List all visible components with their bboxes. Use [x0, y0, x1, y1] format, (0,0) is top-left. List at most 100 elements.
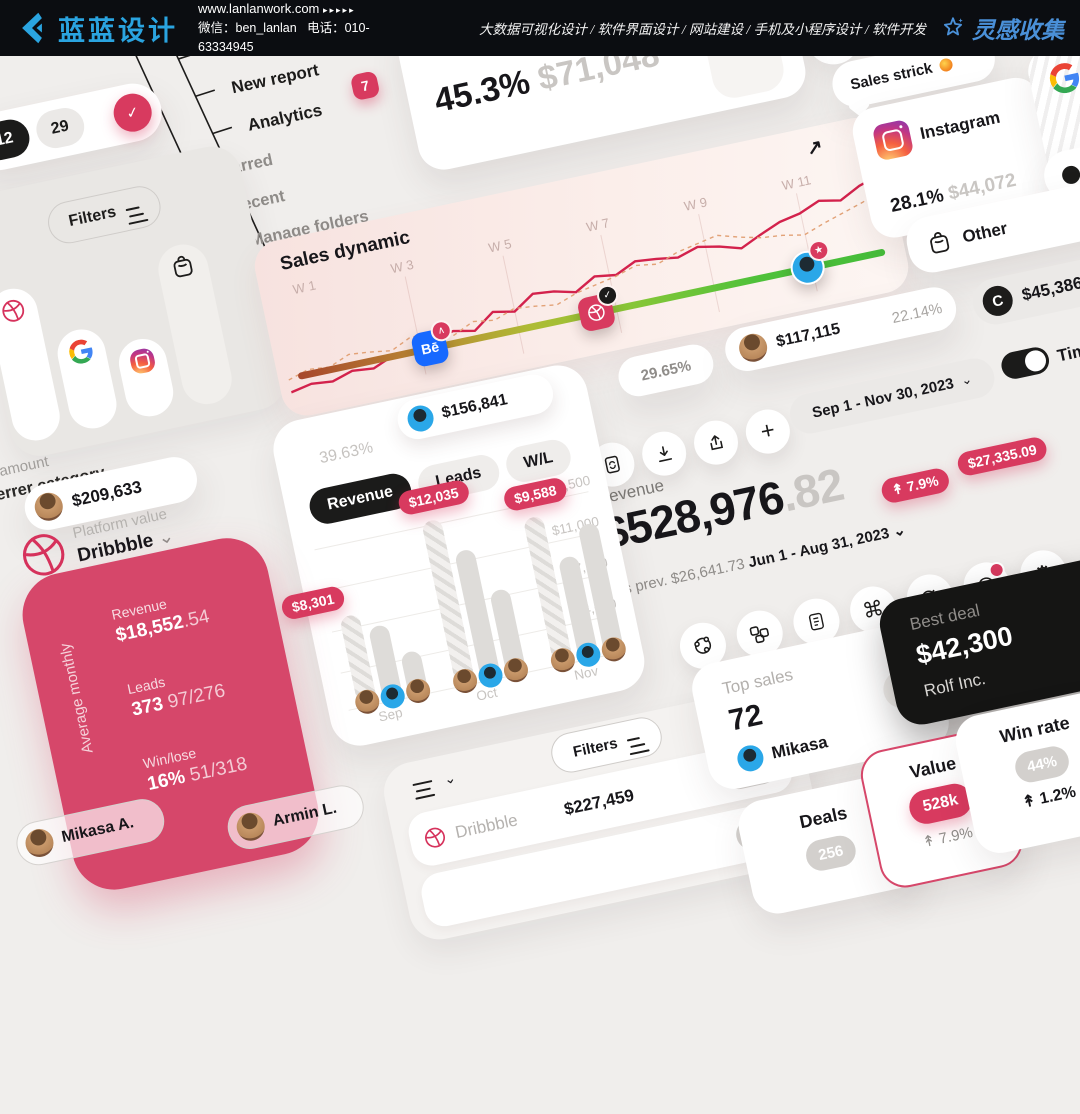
bag-icon	[173, 255, 193, 278]
referrer-column-dribbble[interactable]	[0, 284, 65, 445]
day-selected[interactable]: 12	[0, 116, 33, 164]
dribbble-icon	[2, 299, 25, 322]
conversion-pct: 45.3%	[431, 62, 534, 121]
person-name: Mikasa	[769, 732, 830, 763]
layout-button[interactable]	[732, 606, 787, 661]
site-url[interactable]: www.lanlanwork.com ▸▸▸▸▸	[198, 0, 425, 19]
top-sales-value: 72	[725, 698, 766, 738]
money-value: $209,633	[70, 477, 144, 511]
document-icon	[808, 612, 824, 631]
card-title: Top sales	[720, 664, 795, 699]
row-rest: .54	[181, 605, 212, 633]
pct-value: 22.14%	[890, 299, 944, 327]
chevron-down-icon: ⌄	[156, 525, 177, 550]
contact-block: www.lanlanwork.com ▸▸▸▸▸ 微信：ben_lanlan 电…	[198, 0, 425, 57]
bar-badge: $8,301	[279, 584, 347, 622]
list-row-dribbble[interactable]: Dribbble $227,459 43%	[404, 735, 796, 870]
lanlan-logo-icon	[22, 12, 42, 44]
expand-arrow-icon[interactable]: ↗	[804, 136, 825, 161]
avatar	[234, 810, 268, 844]
filters-button[interactable]: Filters	[44, 182, 165, 248]
network-icon	[694, 636, 712, 654]
download-icon	[659, 446, 673, 463]
referrer-category-panel: Filters	[0, 141, 291, 462]
revenue-period[interactable]: Jun 1 - Aug 31, 2023 ⌄	[746, 521, 908, 572]
referrer-column-instagram[interactable]	[114, 334, 178, 421]
sparkle-star-icon	[943, 17, 963, 36]
sub-pct: 7.9%	[937, 823, 975, 848]
notification-badge: 7	[349, 70, 381, 102]
timeframe-toggle[interactable]	[998, 344, 1052, 382]
card-title: Instagram	[918, 107, 1002, 144]
card-side-label: Average monthly	[56, 641, 97, 755]
up-arrows-icon: ↟	[921, 831, 937, 852]
filter-lines-icon	[125, 206, 140, 212]
referrer-column-other[interactable]	[153, 239, 237, 409]
filters-label: Filters	[571, 734, 620, 761]
chevron-down-icon[interactable]: ⌄	[442, 769, 458, 788]
add-button[interactable]: +	[741, 405, 794, 458]
site-logo[interactable]: 蓝蓝设计	[14, 9, 178, 48]
instagram-icon	[128, 346, 157, 376]
document-button[interactable]	[789, 594, 844, 649]
day-option[interactable]: 29	[32, 104, 88, 152]
delta-badge: ↟ 7.9%	[879, 466, 951, 505]
avatar	[735, 742, 766, 774]
dribbble-icon	[588, 304, 605, 321]
delta-value-badge: $27,335.09	[955, 435, 1049, 478]
google-icon	[1049, 63, 1080, 94]
chevron-down-icon: ⌄	[959, 371, 974, 389]
avatar	[736, 331, 770, 365]
doc-sync-button[interactable]	[586, 438, 639, 491]
delta-pct: 1.2%	[1038, 783, 1078, 808]
behance-icon: Bē	[419, 338, 441, 358]
stat-pct: 28.1%	[888, 185, 946, 217]
other-stat-card[interactable]: Other	[902, 173, 1080, 277]
person-name: Mikasa A.	[60, 814, 136, 847]
menu-icon[interactable]	[412, 780, 433, 787]
bag-icon	[930, 232, 950, 254]
money-value: $156,841	[440, 391, 510, 422]
period-text: Jun 1 - Aug 31, 2023	[746, 524, 891, 572]
sales-dynamic-card: Sales dynamic ↗ W 1 W 3 W 5 W 7 W 9 W 11…	[250, 113, 914, 421]
row-bold: 16%	[145, 766, 188, 795]
google-icon	[69, 339, 93, 364]
bubble-label: Sales strick	[848, 59, 934, 94]
month-label: Sep	[377, 704, 404, 725]
network-button[interactable]	[675, 618, 731, 674]
doc-sync-icon	[604, 455, 620, 474]
timeframe-label: Timeframe	[1055, 329, 1080, 366]
period-label: Sep 1 - Nov 30, 2023	[810, 374, 956, 422]
revenue-cents: .82	[777, 457, 848, 522]
share-icon	[710, 435, 724, 451]
dribbble-ring-icon	[22, 534, 65, 576]
filter-lines-icon	[626, 736, 640, 742]
filters-label: Filters	[67, 203, 118, 231]
google-stat-card[interactable]: Google 14.1% $	[1023, 16, 1080, 202]
download-button[interactable]	[638, 427, 691, 480]
period-pill[interactable]: Sep 1 - Nov 30, 2023 ⌄	[786, 354, 999, 438]
dribbble-slider-marker[interactable]: ✓	[576, 282, 621, 333]
share-button[interactable]	[689, 416, 743, 469]
referrer-column-google[interactable]	[53, 325, 121, 433]
up-arrows-icon: ↟	[1020, 792, 1038, 812]
avatar	[32, 490, 66, 524]
phone-text: 电话：010-63334945	[198, 20, 370, 55]
arrows-icon: ▸▸▸▸▸	[323, 4, 356, 15]
row-bold: 373	[129, 693, 166, 721]
services-nav[interactable]: 大数据可视化设计 / 软件界面设计 / 网站建设 / 手机及小程序设计 / 软件…	[478, 22, 926, 37]
pct-value: 29.65%	[639, 356, 693, 385]
platform-list-card: ⌄ Filters Dribbble $227,459 43% 27%	[378, 681, 827, 945]
url-text: www.lanlanwork.com	[198, 0, 320, 16]
share-pct: 39.63%	[317, 439, 375, 468]
instagram-icon	[871, 118, 915, 162]
collect-text: 灵感收集	[972, 18, 1064, 43]
stat-pill-29[interactable]: 29.65%	[614, 340, 718, 400]
deals-value-pill: 256	[803, 832, 859, 874]
inspiration-collect[interactable]: 灵感收集	[940, 11, 1064, 45]
win-rate-pill: 44%	[1012, 743, 1072, 786]
coin-icon: C	[979, 283, 1016, 319]
confirm-button[interactable]: ✓	[110, 90, 156, 136]
up-arrows-icon: ↟	[890, 479, 905, 498]
month-label: Nov	[572, 663, 600, 683]
